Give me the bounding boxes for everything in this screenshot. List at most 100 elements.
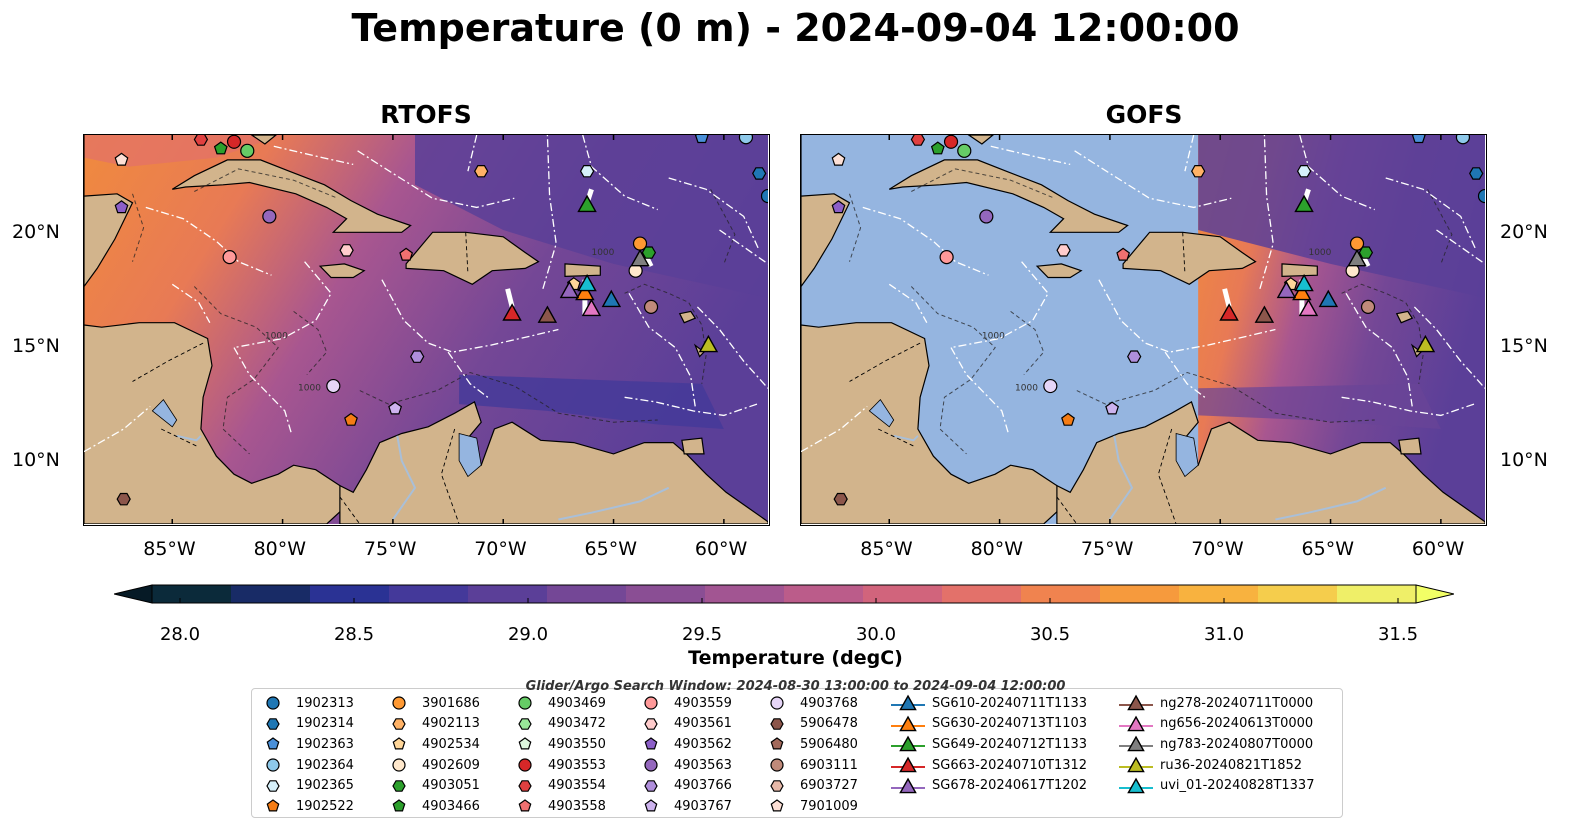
colorbar-tick-label: 28.5 — [333, 624, 375, 645]
hexagon-marker-icon — [644, 779, 658, 792]
legend-item-glider: SG649-20240712T1133 — [890, 734, 1087, 755]
isobath-label: 1000 — [982, 332, 1005, 342]
isobath-label: 1000 — [591, 248, 614, 258]
pentagon-marker-icon — [644, 737, 658, 750]
argo-float-marker — [222, 250, 237, 265]
eez-boundary — [1385, 177, 1477, 251]
argo-float-marker — [116, 492, 131, 506]
circle-marker-icon — [392, 758, 406, 772]
legend-item-argo: 6903111 — [764, 755, 858, 776]
argo-float-marker — [833, 492, 848, 506]
colorbar-segment — [1021, 585, 1101, 603]
legend-marker — [266, 758, 280, 772]
legend-marker — [644, 737, 658, 750]
glider-marker — [1298, 298, 1319, 317]
land — [888, 159, 1129, 233]
eez-boundary — [582, 135, 658, 211]
lat-tick-label: 15°N — [12, 335, 60, 357]
legend-item-argo: 4902609 — [386, 755, 480, 776]
land — [801, 135, 851, 524]
river — [893, 434, 919, 442]
colorbar-segment — [1179, 585, 1259, 603]
country-border — [1157, 428, 1177, 525]
lon-tick-label: 80°W — [970, 538, 1024, 560]
map-panel-gofs[interactable]: 1000 1000 1000 — [800, 134, 1487, 526]
colorbar-segment — [547, 585, 627, 603]
country-border — [440, 428, 460, 525]
triangle-marker-icon — [891, 756, 925, 773]
legend-marker — [899, 694, 917, 711]
legend-item-argo: 6903727 — [764, 775, 858, 796]
eez-boundary — [801, 405, 868, 453]
lon-tick-label: 75°W — [1080, 538, 1134, 560]
circle-marker-icon — [518, 696, 532, 710]
legend-label: uvi_01-20240828T1337 — [1160, 778, 1315, 794]
river — [176, 434, 202, 442]
legend-marker — [266, 718, 280, 730]
isobath-1000m — [193, 286, 279, 455]
glider-marker — [577, 273, 597, 292]
eez-boundary — [1164, 351, 1206, 398]
legend-label: 4903563 — [674, 757, 732, 773]
pentagon-marker-icon — [770, 737, 784, 750]
pentagon-marker-icon — [266, 737, 280, 750]
legend-label: 4903051 — [422, 778, 480, 794]
isobath-1000m — [849, 193, 862, 262]
legend-label: 4903559 — [674, 695, 732, 711]
legend-column: 4903559 4903561 4903562 4903563 4903766 49037… — [638, 693, 732, 817]
country-border — [132, 342, 204, 382]
map-panel-rtofs[interactable]: 1000 1000 1000 — [83, 134, 770, 526]
argo-float-marker — [1127, 350, 1142, 363]
legend-item-argo: 4903561 — [638, 714, 732, 735]
legend-label: ru36-20240821T1852 — [1160, 757, 1303, 773]
lon-tick-label: 85°W — [143, 538, 196, 560]
glider-track — [1222, 288, 1232, 308]
legend-column: 4903469 4903472 4903550 4903553 4903554 49035… — [512, 693, 606, 817]
argo-float-marker — [193, 135, 209, 146]
colorbar-tick-label: 29.5 — [681, 624, 723, 645]
eez-boundary — [668, 177, 760, 251]
colorbar-segment — [389, 585, 469, 603]
eez-boundary — [357, 150, 515, 209]
glider-marker — [577, 194, 597, 213]
legend-column: 1902313 1902314 1902363 1902364 1902365 19025… — [260, 693, 354, 817]
argo-float-marker — [114, 152, 129, 166]
lake — [868, 398, 895, 428]
hexagon-marker-icon — [392, 718, 406, 730]
legend-marker — [644, 799, 658, 812]
legend-item-argo: 4903550 — [512, 734, 606, 755]
legend-label: 6903111 — [800, 757, 858, 773]
pentagon-marker-icon — [266, 799, 280, 812]
isobath-label: 1000 — [298, 384, 321, 394]
argo-float-marker — [1056, 244, 1071, 257]
legend-marker — [770, 718, 784, 730]
panel-title-rtofs: RTOFS — [380, 100, 472, 129]
legend-label: 4903550 — [548, 736, 606, 752]
legend-item-argo: 1902522 — [260, 796, 354, 817]
legend-marker — [1127, 715, 1145, 732]
hexagon-marker-icon — [770, 779, 784, 792]
argo-float-marker — [339, 244, 354, 257]
legend-item-glider: SG663-20240710T1312 — [890, 755, 1087, 776]
lake — [151, 398, 178, 428]
argo-float-marker — [694, 135, 709, 144]
map-canvas-gofs: 1000 1000 1000 — [801, 135, 1486, 525]
legend-item-argo: 4903558 — [512, 796, 606, 817]
legend-label: ng783-20240807T0000 — [1160, 736, 1314, 752]
legend-item-argo: 4903767 — [638, 796, 732, 817]
land — [84, 135, 134, 524]
lat-tick-label: 10°N — [1500, 449, 1548, 471]
legend-marker — [899, 756, 917, 773]
glider-marker — [502, 303, 522, 321]
triangle-marker-icon — [1119, 694, 1153, 711]
legend-label: SG663-20240710T1312 — [932, 757, 1088, 773]
temperature-field-atlantic — [1198, 135, 1485, 298]
legend-item-argo: 5906478 — [764, 714, 858, 735]
land — [1395, 310, 1414, 324]
legend-label: 4903466 — [422, 798, 480, 814]
glider-track — [505, 288, 515, 308]
eez-boundary — [719, 229, 769, 265]
glider-marker — [559, 280, 580, 299]
legend-label: 1902314 — [296, 716, 354, 732]
argo-float-marker — [1360, 299, 1376, 314]
